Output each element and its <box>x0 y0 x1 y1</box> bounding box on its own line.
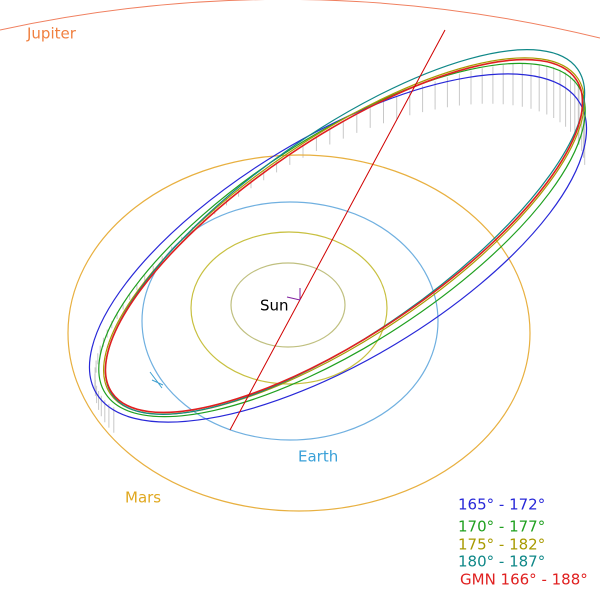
legend-entry: 170° - 177° <box>458 518 545 536</box>
meteor-orbit <box>104 58 584 414</box>
sun-axis <box>286 288 301 301</box>
sun-label: Sun <box>260 297 289 315</box>
meteor-orbit <box>103 57 585 415</box>
earth-direction-arrow <box>149 371 164 389</box>
legend-entry: 165° - 172° <box>458 496 545 514</box>
mars-label: Mars <box>125 489 161 507</box>
mars-orbit <box>67 154 531 512</box>
meteor-orbits <box>88 49 588 423</box>
node-line <box>229 29 446 431</box>
legend-entry: GMN 166° - 188° <box>460 571 588 589</box>
meteor-orbit <box>88 73 588 423</box>
legend-entry: 180° - 187° <box>458 553 545 571</box>
meteor-orbit <box>98 62 586 418</box>
venus-orbit <box>190 231 388 385</box>
jupiter-label: Jupiter <box>26 25 77 43</box>
legend: 165° - 172° 170° - 177°175° - 182°180° - … <box>458 496 588 589</box>
jupiter-orbit <box>0 0 600 39</box>
legend-entry: 175° - 182° <box>458 536 545 554</box>
mercury-orbit <box>230 262 346 348</box>
earth-orbit <box>141 201 439 441</box>
earth-label: Earth <box>298 448 338 466</box>
